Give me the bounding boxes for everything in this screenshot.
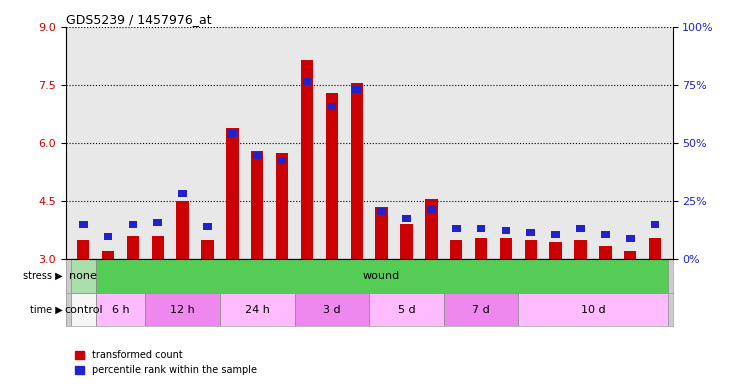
Text: 24 h: 24 h bbox=[245, 305, 270, 314]
Bar bbox=[477, 225, 485, 232]
Text: time ▶: time ▶ bbox=[30, 305, 63, 314]
Bar bbox=[151, 236, 164, 259]
Text: control: control bbox=[64, 305, 102, 314]
Bar bbox=[201, 240, 213, 259]
Bar bbox=[651, 221, 659, 228]
Bar bbox=[325, 93, 338, 259]
Bar bbox=[576, 225, 585, 232]
Bar bbox=[601, 231, 610, 238]
Bar bbox=[126, 236, 139, 259]
Bar bbox=[71, 259, 96, 293]
Bar bbox=[295, 293, 369, 326]
Text: stress ▶: stress ▶ bbox=[23, 271, 63, 281]
Bar bbox=[425, 199, 438, 259]
Text: 6 h: 6 h bbox=[112, 305, 129, 314]
Bar bbox=[551, 231, 560, 238]
Text: 7 d: 7 d bbox=[472, 305, 490, 314]
Text: 3 d: 3 d bbox=[323, 305, 341, 314]
Text: 12 h: 12 h bbox=[170, 305, 195, 314]
Bar bbox=[176, 201, 189, 259]
Bar bbox=[350, 83, 363, 259]
Bar bbox=[599, 246, 612, 259]
Bar bbox=[369, 293, 444, 326]
Bar bbox=[77, 240, 89, 259]
Bar bbox=[401, 224, 413, 259]
Text: 5 d: 5 d bbox=[398, 305, 415, 314]
Bar bbox=[104, 233, 113, 240]
Text: wound: wound bbox=[363, 271, 400, 281]
Bar bbox=[145, 293, 220, 326]
Bar bbox=[518, 293, 667, 326]
Bar bbox=[203, 223, 212, 230]
Bar bbox=[550, 242, 562, 259]
Bar bbox=[475, 238, 488, 259]
Text: none: none bbox=[69, 271, 97, 281]
Bar bbox=[278, 157, 287, 164]
Bar bbox=[154, 219, 162, 226]
Bar bbox=[450, 240, 463, 259]
Bar bbox=[352, 86, 361, 93]
Text: 10 d: 10 d bbox=[580, 305, 605, 314]
Bar bbox=[226, 127, 238, 259]
Bar bbox=[276, 153, 288, 259]
Bar bbox=[71, 293, 96, 326]
Bar bbox=[452, 225, 461, 232]
Bar bbox=[500, 238, 512, 259]
Bar bbox=[327, 103, 336, 110]
Bar bbox=[303, 78, 311, 85]
Bar bbox=[626, 235, 635, 242]
Bar bbox=[102, 252, 114, 259]
Bar bbox=[501, 227, 510, 234]
Bar bbox=[649, 238, 662, 259]
Bar bbox=[427, 206, 436, 213]
Legend: transformed count, percentile rank within the sample: transformed count, percentile rank withi… bbox=[71, 346, 261, 379]
Bar bbox=[228, 130, 237, 137]
Bar bbox=[376, 207, 388, 259]
Bar bbox=[79, 221, 88, 228]
Bar bbox=[220, 293, 295, 326]
Bar bbox=[575, 240, 587, 259]
Bar bbox=[129, 221, 137, 228]
Bar bbox=[300, 60, 313, 259]
Bar bbox=[178, 190, 187, 197]
Bar bbox=[402, 215, 411, 222]
Bar bbox=[526, 229, 535, 236]
Bar bbox=[377, 208, 386, 215]
Bar bbox=[96, 293, 145, 326]
Bar bbox=[624, 252, 637, 259]
Bar bbox=[251, 151, 263, 259]
Bar bbox=[253, 152, 262, 159]
Bar bbox=[444, 293, 518, 326]
Text: GDS5239 / 1457976_at: GDS5239 / 1457976_at bbox=[66, 13, 211, 26]
Bar bbox=[525, 240, 537, 259]
